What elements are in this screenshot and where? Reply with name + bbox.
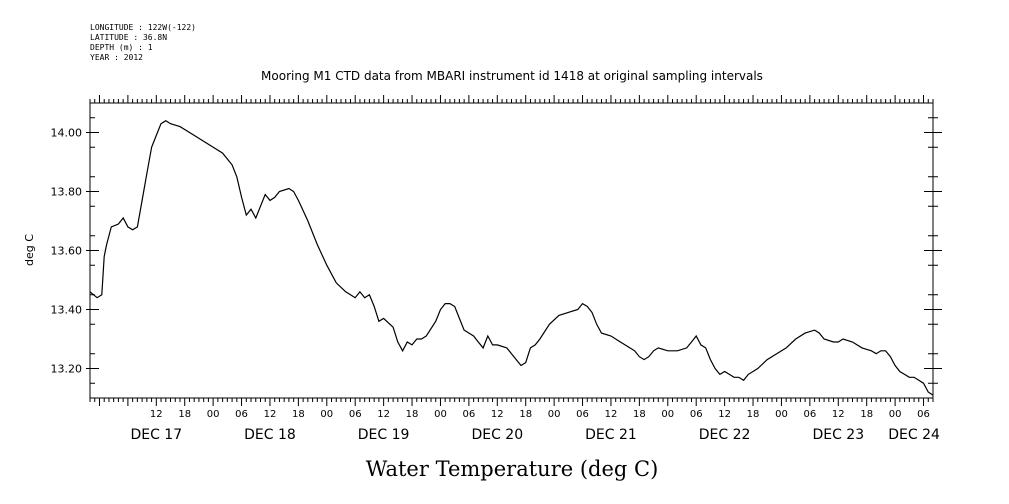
x-hour-label: 06 xyxy=(917,409,930,420)
depth-label: DEPTH (m) : 1 xyxy=(90,43,153,52)
x-hour-label: 06 xyxy=(690,409,703,420)
x-day-label: DEC 20 xyxy=(471,427,523,443)
x-day-label: DEC 22 xyxy=(699,427,751,443)
x-day-label: DEC 21 xyxy=(585,427,637,443)
x-hour-label: 18 xyxy=(633,409,646,420)
x-hour-label: 00 xyxy=(775,409,788,420)
y-tick-label: 13.80 xyxy=(51,186,83,199)
water-temperature-series-line xyxy=(89,119,934,396)
x-hour-label: 18 xyxy=(519,409,532,420)
y-tick-label: 13.40 xyxy=(51,304,83,317)
x-hour-label: 06 xyxy=(463,409,476,420)
x-day-label: DEC 17 xyxy=(130,427,182,443)
year-label: YEAR : 2012 xyxy=(90,53,143,62)
x-hour-label: 12 xyxy=(150,409,163,420)
x-hour-label: 18 xyxy=(406,409,419,420)
x-hour-label: 12 xyxy=(491,409,504,420)
y-tick-label: 13.60 xyxy=(51,245,83,258)
x-hour-label: 12 xyxy=(832,409,845,420)
y-axis-ticks: 13.20 13.40 13.60 13.80 14.00 xyxy=(51,117,942,384)
x-hour-label: 18 xyxy=(292,409,305,420)
x-day-label: DEC 19 xyxy=(358,427,410,443)
longitude-label: LONGITUDE : 122W(-122) xyxy=(90,23,196,32)
x-hour-label: 00 xyxy=(661,409,674,420)
x-hour-label: 06 xyxy=(349,409,362,420)
x-axis-label: Water Temperature (deg C) xyxy=(366,457,659,481)
y-tick-label: 13.20 xyxy=(51,363,83,376)
x-hour-label: 00 xyxy=(320,409,333,420)
x-day-label: DEC 24 xyxy=(888,427,940,443)
x-hour-label: 00 xyxy=(889,409,902,420)
x-hour-label: 12 xyxy=(377,409,390,420)
x-day-label: DEC 18 xyxy=(244,427,296,443)
x-hour-label: 06 xyxy=(235,409,248,420)
x-hour-label: 00 xyxy=(434,409,447,420)
x-hour-label: 12 xyxy=(718,409,731,420)
x-day-label: DEC 23 xyxy=(812,427,864,443)
x-hour-label: 06 xyxy=(803,409,816,420)
latitude-label: LATITUDE : 36.8N xyxy=(90,33,167,42)
x-hour-label: 18 xyxy=(860,409,873,420)
series-layer xyxy=(89,119,934,396)
x-hour-label: 00 xyxy=(548,409,561,420)
chart-title: Mooring M1 CTD data from MBARI instrumen… xyxy=(261,69,763,83)
x-hour-label: 12 xyxy=(264,409,277,420)
x-hour-label: 12 xyxy=(605,409,618,420)
x-hour-label: 18 xyxy=(178,409,191,420)
y-tick-label: 14.00 xyxy=(51,127,83,140)
x-hour-label: 06 xyxy=(576,409,589,420)
x-hour-label: 18 xyxy=(747,409,760,420)
x-hour-label: 00 xyxy=(207,409,220,420)
y-axis-label: deg C xyxy=(23,234,36,266)
x-axis-ticks: 12 18 00 06 12 18 00 06 12 18 00 06 12 18 00 06 12 18 00 06… xyxy=(89,95,940,443)
